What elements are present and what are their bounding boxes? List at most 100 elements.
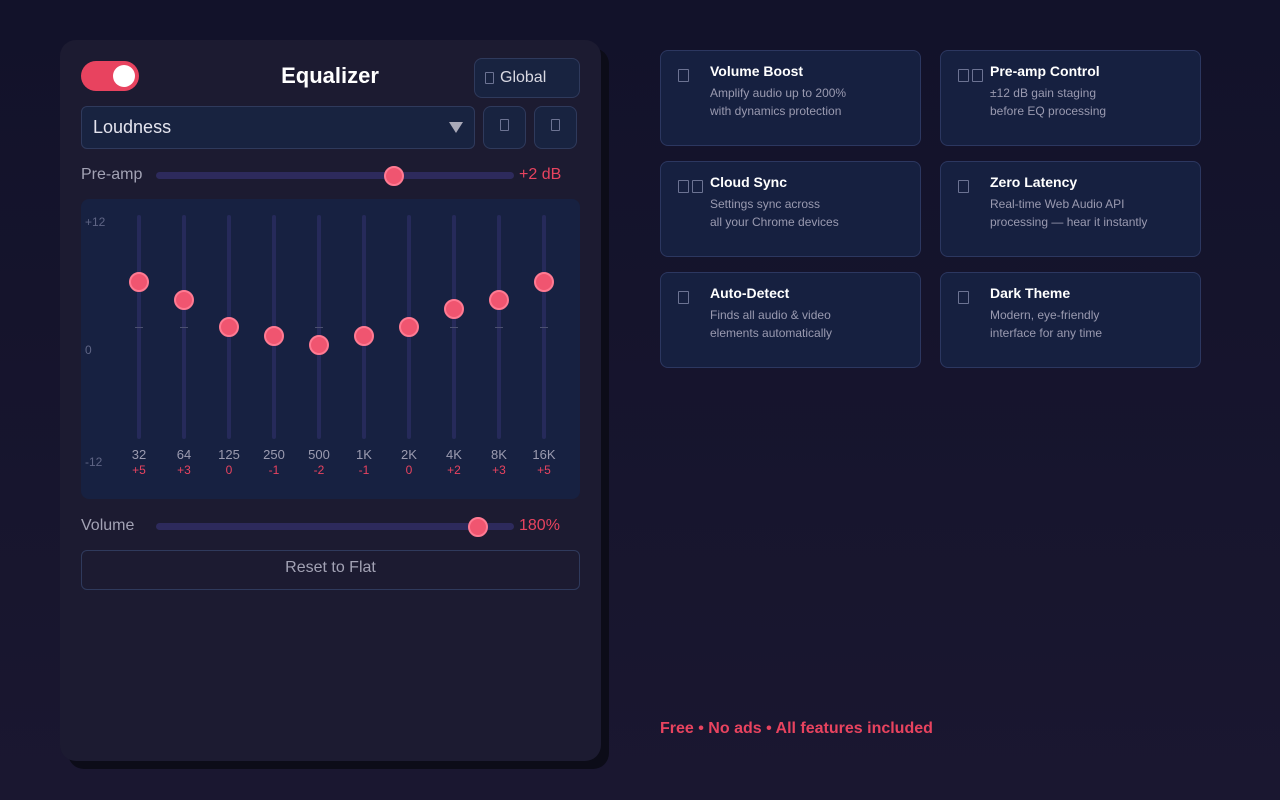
preset-selected-value: Loudness <box>93 117 172 137</box>
band-gain-label: +2 <box>447 463 461 477</box>
feature-description: Real-time Web Audio API processing — hear… <box>990 195 1190 231</box>
zero-tick <box>315 327 323 328</box>
band-gain-label: 0 <box>225 463 233 477</box>
band-gain-label: +3 <box>177 463 191 477</box>
feature-title: Dark Theme <box>990 285 1071 301</box>
chevron-down-icon <box>449 122 463 133</box>
eq-band-250[interactable]: 250 -1 <box>254 215 294 477</box>
eq-band-8K[interactable]: 8K +3 <box>479 215 519 477</box>
preamp-slider-thumb[interactable] <box>384 166 404 186</box>
volume-slider-thumb[interactable] <box>468 517 488 537</box>
eq-band-16K[interactable]: 16K +5 <box>524 215 564 477</box>
band-thumb[interactable] <box>174 290 194 310</box>
band-thumb[interactable] <box>309 335 329 355</box>
feature-title: Pre-amp Control <box>990 63 1100 79</box>
feature-icon <box>678 180 703 193</box>
reset-to-flat-button[interactable]: Reset to Flat <box>81 550 580 590</box>
band-thumb[interactable] <box>534 272 554 292</box>
scope-button[interactable]: Global <box>474 58 580 98</box>
feature-description-line: ±12 dB gain staging <box>990 86 1096 100</box>
scale-bottom-label: -12 <box>85 455 103 469</box>
feature-glyph-icon <box>958 69 969 82</box>
feature-glyph-icon <box>972 69 983 82</box>
preamp-slider[interactable] <box>156 166 514 186</box>
band-thumb[interactable] <box>129 272 149 292</box>
band-frequency-label: 64 <box>176 447 192 462</box>
feature-title: Volume Boost <box>710 63 804 79</box>
feature-description: Modern, eye-friendly interface for any ti… <box>990 306 1190 342</box>
power-toggle[interactable] <box>81 61 139 91</box>
zero-tick <box>495 327 503 328</box>
eq-band-64[interactable]: 64 +3 <box>164 215 204 477</box>
zero-tick <box>540 327 548 328</box>
feature-description: Finds all audio & video elements automati… <box>710 306 910 342</box>
toggle-knob <box>113 65 135 87</box>
feature-card: Cloud Sync Settings sync across all your C… <box>660 161 921 257</box>
feature-description: Amplify audio up to 200% with dynamics pr… <box>710 84 910 120</box>
band-frequency-label: 32 <box>131 447 147 462</box>
feature-description-line: Finds all audio & video <box>710 308 831 322</box>
zero-tick <box>135 327 143 328</box>
band-gain-label: +5 <box>537 463 551 477</box>
preset-select[interactable]: Loudness <box>81 106 475 149</box>
feature-description-line: elements automatically <box>710 326 833 340</box>
feature-description-line: processing — hear it instantly <box>990 215 1148 229</box>
zero-tick <box>180 327 188 328</box>
feature-card: Pre-amp Control ±12 dB gain staging before… <box>940 50 1201 146</box>
scale-top-label: +12 <box>85 215 106 229</box>
feature-description-line: Modern, eye-friendly <box>990 308 1100 322</box>
band-frequency-label: 250 <box>263 447 285 462</box>
eq-band-125[interactable]: 125 0 <box>209 215 249 477</box>
delete-preset-button[interactable] <box>534 106 577 149</box>
delete-icon <box>551 119 560 131</box>
feature-glyph-icon <box>692 180 703 193</box>
feature-title: Cloud Sync <box>710 174 788 190</box>
volume-value: 180% <box>519 517 560 534</box>
band-frequency-label: 1K <box>356 447 372 462</box>
equalizer-panel: Equalizer Global Loudness Pre-amp +2 dB … <box>60 40 601 761</box>
eq-band-32[interactable]: 32 +5 <box>119 215 159 477</box>
eq-bands: +12 0 -12 32 +5 64 +3 125 0 250 -1 500 -2 1K -1 2K 0 4… <box>81 199 580 499</box>
band-gain-label: -1 <box>268 463 280 477</box>
band-thumb[interactable] <box>264 326 284 346</box>
band-thumb[interactable] <box>444 299 464 319</box>
scope-label: Global <box>500 69 547 86</box>
band-thumb[interactable] <box>399 317 419 337</box>
feature-glyph-icon <box>678 180 689 193</box>
band-gain-label: 0 <box>405 463 413 477</box>
band-gain-label: +5 <box>132 463 146 477</box>
feature-description-line: Settings sync across <box>710 197 821 211</box>
zero-tick <box>450 327 458 328</box>
band-frequency-label: 16K <box>532 447 556 462</box>
volume-label: Volume <box>81 517 135 534</box>
feature-glyph-icon <box>958 291 969 304</box>
band-thumb[interactable] <box>354 326 374 346</box>
band-gain-label: +3 <box>492 463 506 477</box>
feature-icon <box>678 291 689 304</box>
save-preset-button[interactable] <box>483 106 526 149</box>
save-icon <box>500 119 509 131</box>
feature-description-line: with dynamics protection <box>710 104 842 118</box>
band-frequency-label: 8K <box>491 447 507 462</box>
band-frequency-label: 2K <box>401 447 417 462</box>
eq-band-500[interactable]: 500 -2 <box>299 215 339 477</box>
feature-card: Dark Theme Modern, eye-friendly interface … <box>940 272 1201 368</box>
volume-slider[interactable] <box>156 517 514 537</box>
eq-band-2K[interactable]: 2K 0 <box>389 215 429 477</box>
feature-description-line: interface for any time <box>990 326 1103 340</box>
globe-icon <box>485 72 494 84</box>
feature-description-line: Amplify audio up to 200% <box>710 86 847 100</box>
feature-glyph-icon <box>958 180 969 193</box>
feature-icon <box>958 180 969 193</box>
eq-band-1K[interactable]: 1K -1 <box>344 215 384 477</box>
feature-icon <box>958 291 969 304</box>
feature-description-line: all your Chrome devices <box>710 215 839 229</box>
band-thumb[interactable] <box>219 317 239 337</box>
band-frequency-label: 500 <box>308 447 330 462</box>
eq-band-4K[interactable]: 4K +2 <box>434 215 474 477</box>
preamp-value: +2 dB <box>519 166 562 183</box>
feature-description: ±12 dB gain staging before EQ processing <box>990 84 1190 120</box>
band-thumb[interactable] <box>489 290 509 310</box>
feature-title: Auto-Detect <box>710 285 790 301</box>
footer-tagline: Free • No ads • All features included <box>660 720 933 737</box>
